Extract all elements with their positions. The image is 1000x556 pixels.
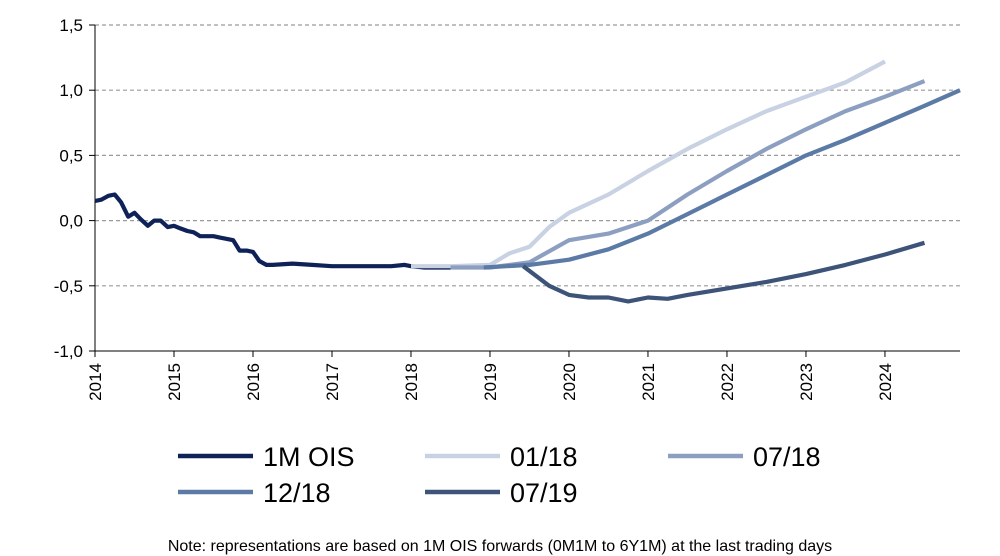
- x-tick-label: 2021: [639, 363, 658, 401]
- x-tick-label: 2024: [876, 363, 895, 401]
- legend-label: 1M OIS: [263, 442, 355, 472]
- legend-label: 12/18: [263, 478, 331, 508]
- series-line-1m-ois: [95, 195, 451, 268]
- legend-label: 01/18: [510, 442, 578, 472]
- x-tick-label: 2018: [402, 363, 421, 401]
- line-chart: 1,51,00,50,0-0,5-1,0 2014 2015 2016 2017 201…: [0, 0, 1000, 550]
- y-tick-label: 0,5: [59, 146, 83, 165]
- y-tick-label: 0,0: [59, 212, 83, 231]
- footnote: Note: representations are based on 1M OI…: [0, 538, 1000, 556]
- y-tick-label: 1,0: [59, 81, 83, 100]
- x-tick-label: 2014: [86, 363, 105, 401]
- y-tick-label: 1,5: [59, 16, 83, 35]
- y-tick-label: -1,0: [54, 342, 83, 361]
- x-tick-label: 2023: [797, 363, 816, 401]
- series-lines: [95, 62, 960, 302]
- x-axis-ticks: 2014 2015 2016 2017 2018 2019 2020 2021 2022 2023…: [86, 351, 895, 401]
- x-tick-label: 2020: [560, 363, 579, 401]
- legend-label: 07/18: [753, 442, 821, 472]
- x-tick-label: 2019: [481, 363, 500, 401]
- x-tick-label: 2015: [165, 363, 184, 401]
- axes: [95, 25, 960, 351]
- y-tick-label: -0,5: [54, 277, 83, 296]
- legend: 1M OIS 01/18 07/18 12/18 07/19: [178, 442, 821, 508]
- legend-label: 07/19: [510, 478, 578, 508]
- y-axis-ticks: 1,5 1,0 0,5 0,0 -0,5 -1,0: [54, 16, 95, 361]
- x-tick-label: 2017: [323, 363, 342, 401]
- series-line-07-18: [451, 81, 925, 267]
- series-line-12-18: [484, 90, 960, 267]
- x-tick-label: 2016: [244, 363, 263, 401]
- series-line-07-19: [523, 243, 924, 302]
- x-tick-label: 2022: [718, 363, 737, 401]
